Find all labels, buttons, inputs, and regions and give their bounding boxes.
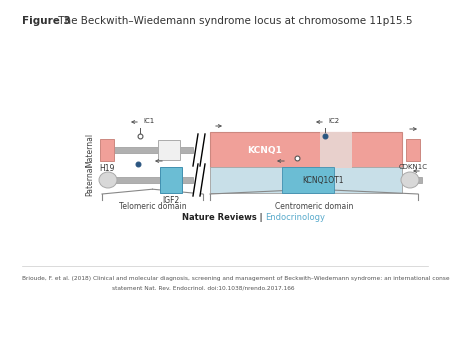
Bar (406, 139, 420, 161)
Bar (412, 147, 420, 153)
Text: The Beckwith–Wiedemann syndrome locus at chromosome 11p15.5: The Beckwith–Wiedemann syndrome locus at… (55, 16, 413, 26)
Text: Endocrinology: Endocrinology (265, 214, 325, 222)
Text: IC2: IC2 (328, 118, 339, 124)
Text: statement Nat. Rev. Endocrinol. doi:10.1038/nrendo.2017.166: statement Nat. Rev. Endocrinol. doi:10.1… (112, 286, 294, 291)
Bar (160, 167, 182, 193)
Text: KCNQ1: KCNQ1 (248, 145, 283, 154)
Text: KCNQ1OT1: KCNQ1OT1 (302, 175, 344, 185)
Polygon shape (193, 134, 205, 166)
Text: Telomeric domain: Telomeric domain (119, 202, 186, 211)
Text: Brioude, F. et al. (2018) Clinical and molecular diagnosis, screening and manage: Brioude, F. et al. (2018) Clinical and m… (22, 276, 450, 281)
Text: CDKN1C: CDKN1C (399, 164, 427, 170)
Text: H19: H19 (99, 164, 115, 173)
Bar (282, 167, 334, 193)
Text: IGF2: IGF2 (162, 196, 180, 205)
Text: Nature Reviews |: Nature Reviews | (181, 214, 265, 222)
Bar (158, 140, 180, 160)
Ellipse shape (99, 172, 117, 188)
Text: IC1: IC1 (143, 118, 154, 124)
Bar (402, 177, 422, 183)
Text: Centromeric domain: Centromeric domain (275, 202, 353, 211)
Bar (100, 177, 193, 183)
Bar (100, 139, 114, 161)
Polygon shape (193, 164, 205, 196)
Text: Maternal: Maternal (86, 133, 94, 167)
Bar (100, 147, 193, 153)
Bar (320, 132, 352, 168)
Text: Figure 3: Figure 3 (22, 16, 71, 26)
Bar (210, 167, 402, 193)
Text: Paternal: Paternal (86, 164, 94, 196)
Bar (210, 132, 402, 168)
Ellipse shape (401, 172, 419, 188)
